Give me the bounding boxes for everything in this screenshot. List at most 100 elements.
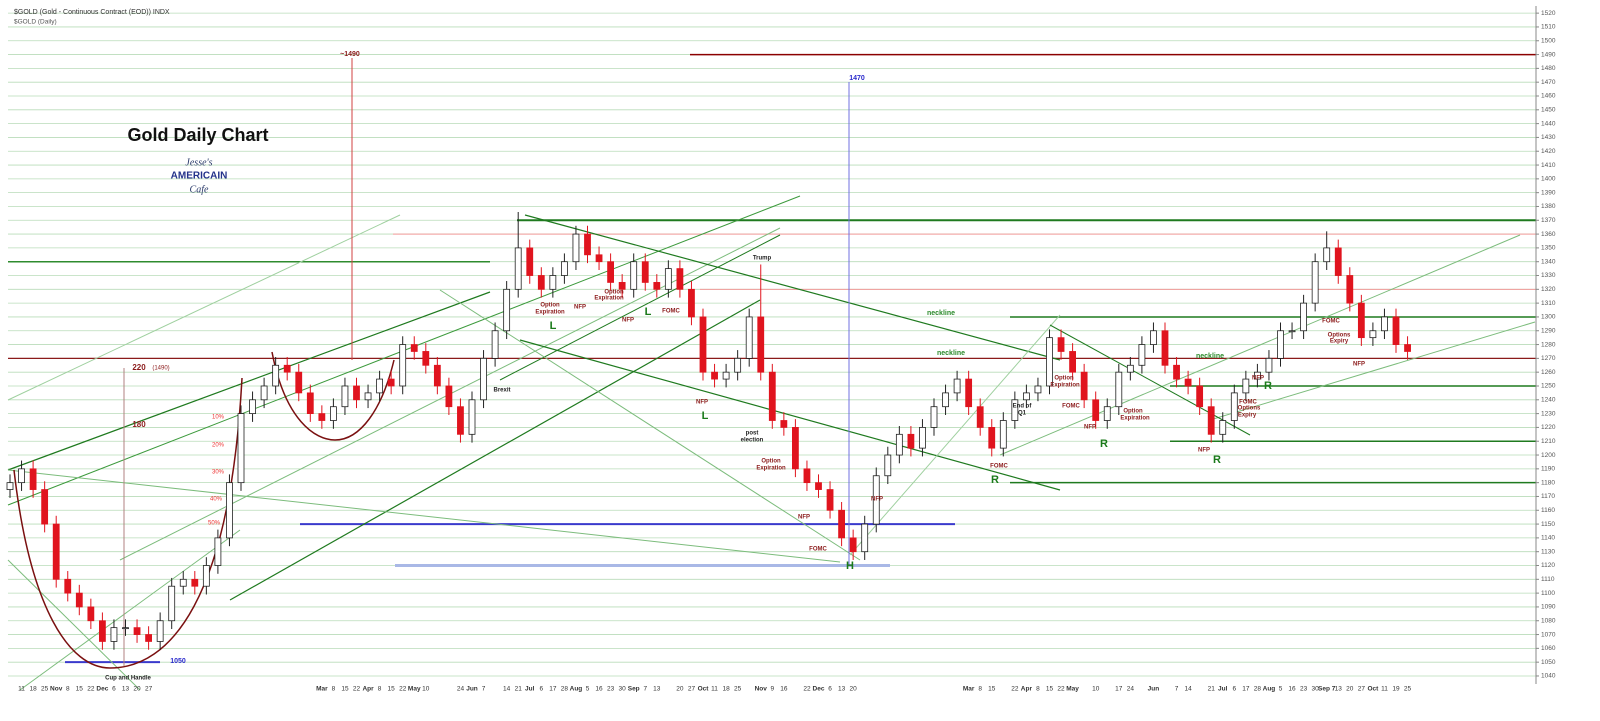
candle-body (572, 233, 580, 263)
x-tick-label: 25 (734, 686, 742, 693)
annotation: Option (540, 303, 560, 309)
trend-line (849, 314, 1061, 556)
candle-body (826, 489, 834, 511)
candle-body (260, 385, 268, 401)
x-tick-label: 24 (1127, 686, 1135, 693)
annotation: FOMC (809, 547, 827, 553)
annotation: NFP (871, 497, 883, 503)
candle-body (1404, 344, 1411, 352)
annotation: neckline (1196, 353, 1224, 360)
candle-body (480, 357, 487, 401)
candle-body (584, 233, 591, 256)
annotation: 1050 (170, 658, 186, 665)
candle-body (1346, 275, 1354, 304)
x-tick-label: Mar (316, 686, 328, 693)
y-tick-label: 1440 (1541, 120, 1556, 127)
x-tick-label: 15 (388, 686, 396, 693)
annotation: Options (1328, 333, 1351, 339)
x-tick-label: 27 (688, 686, 696, 693)
x-tick-label: 11 (1381, 686, 1388, 693)
candle-body (1184, 378, 1192, 387)
x-tick-label: 7 (1175, 686, 1179, 693)
logo-text: Cafe (190, 184, 209, 195)
x-tick-label: 22 (87, 686, 95, 693)
y-tick-label: 1500 (1541, 37, 1556, 44)
x-tick-label: 22 (803, 686, 811, 693)
x-tick-label: 13 (1335, 686, 1343, 693)
x-tick-label: 22 (399, 686, 407, 693)
candle-body (468, 399, 476, 435)
candle-body (907, 433, 915, 449)
x-tick-label: Apr (362, 686, 374, 693)
y-tick-label: 1060 (1541, 645, 1556, 652)
x-tick-label: Jul (525, 686, 535, 693)
annotation: Option (1054, 376, 1074, 382)
y-tick-label: 1320 (1541, 286, 1556, 293)
candle-body (64, 578, 72, 594)
annotation: FOMC (662, 309, 680, 315)
candles (6, 211, 1411, 650)
candle-body (1115, 371, 1123, 408)
candle-body (329, 406, 337, 421)
candle-body (653, 282, 661, 290)
candle-body (768, 371, 776, 421)
annotation: L (645, 306, 652, 318)
y-tick-label: 1470 (1541, 79, 1556, 86)
trend-line (999, 234, 1521, 456)
candle-body (237, 413, 245, 484)
x-tick-label: Jun (1148, 686, 1160, 693)
header-line: $GOLD (Gold - Continuous Contract (EOD))… (14, 9, 170, 16)
annotation: (1490) (152, 366, 169, 372)
x-tick-label: Sep (628, 686, 640, 693)
candle-body (1265, 357, 1273, 373)
chart-title: Gold Daily Chart (127, 125, 268, 145)
candle-body (156, 620, 164, 642)
x-tick-label: 15 (1046, 686, 1054, 693)
x-tick-label: 23 (1300, 686, 1308, 693)
candle-body (988, 427, 996, 449)
x-tick-label: Nov (50, 686, 63, 693)
logo-text: Jesse's (185, 157, 212, 168)
y-tick-label: 1350 (1541, 245, 1556, 252)
candle-body (249, 399, 256, 415)
candle-body (861, 523, 869, 553)
y-tick-label: 1300 (1541, 314, 1556, 321)
levels (8, 53, 1536, 664)
y-tick-label: 1330 (1541, 272, 1556, 279)
cup-arc (13, 377, 243, 669)
x-tick-label: 8 (978, 686, 982, 693)
annotation: NFP (696, 400, 708, 406)
handle-arc (271, 351, 395, 441)
annotation: L (702, 410, 709, 422)
annotation: Option (604, 290, 624, 296)
x-tick-label: 20 (676, 686, 684, 693)
candle-body (387, 378, 395, 387)
annotation: Expiration (535, 310, 565, 316)
y-tick-label: 1190 (1541, 466, 1555, 473)
candle-body (1230, 392, 1238, 421)
trend-line (7, 469, 841, 563)
candle-body (122, 627, 129, 630)
candle-body (1369, 330, 1377, 339)
annotation: Option (761, 459, 781, 465)
candle-body (722, 371, 730, 380)
y-tick-label: 1220 (1541, 424, 1556, 431)
annotation: 220 (132, 363, 146, 372)
candle-body (526, 247, 534, 276)
x-tick-label: 8 (66, 686, 70, 693)
candle-body (699, 316, 707, 373)
candle-body (272, 364, 280, 387)
annotation: 20% (212, 443, 225, 449)
x-tick-label: 15 (76, 686, 84, 693)
annotation: 30% (212, 470, 225, 476)
candle-body (630, 261, 638, 290)
annotation: FOMC (1062, 404, 1080, 410)
y-tick-label: 1090 (1541, 604, 1556, 611)
candle-body (491, 330, 499, 359)
measure-lines (123, 58, 850, 666)
candle-body (514, 247, 522, 290)
candle-body (133, 627, 141, 635)
candle-body (618, 282, 626, 290)
candle-body (1196, 385, 1204, 408)
